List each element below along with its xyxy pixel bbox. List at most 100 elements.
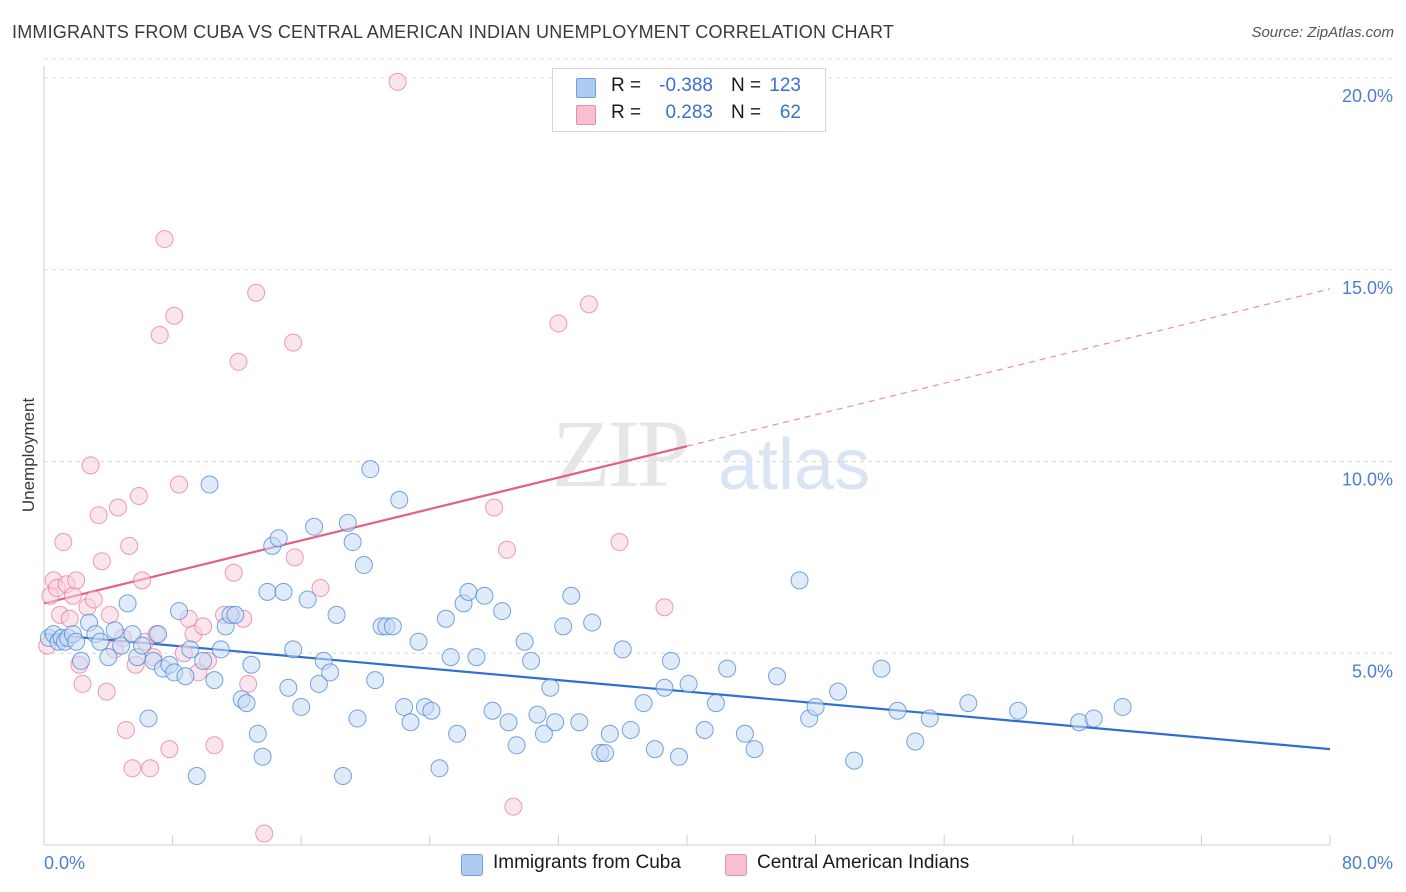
point-cuba (906, 732, 925, 751)
point-cuba (91, 632, 110, 651)
point-cuba (920, 709, 939, 728)
point-cuba (105, 621, 124, 640)
point-central-american-indians (92, 552, 111, 571)
point-cuba (613, 640, 632, 659)
point-cuba (194, 651, 213, 670)
r-value: -0.388 (659, 75, 713, 96)
point-cuba (1009, 701, 1028, 720)
point-cuba (596, 743, 615, 762)
point-cuba (483, 701, 502, 720)
point-cuba (430, 759, 449, 778)
trend-line-central-american-indians (43, 445, 688, 605)
point-cuba (348, 709, 367, 728)
point-cuba (467, 648, 486, 667)
point-cuba (745, 740, 764, 759)
point-cuba (99, 648, 118, 667)
point-cuba (493, 602, 512, 621)
point-cuba (390, 490, 409, 509)
swatch-central-american-indians (576, 105, 596, 125)
stats-row-cuba: R = -0.388 N = 123 (553, 74, 825, 100)
point-cuba (1113, 697, 1132, 716)
point-cuba (475, 586, 494, 605)
point-cuba (71, 651, 90, 670)
point-cuba (237, 694, 256, 713)
point-central-american-indians (485, 498, 504, 517)
correlation-stats-box: R = -0.388 N = 123 R = 0.283 N = 62 (552, 68, 826, 132)
point-cuba (139, 709, 158, 728)
point-cuba (888, 701, 907, 720)
point-central-american-indians (549, 314, 568, 333)
point-cuba (790, 571, 809, 590)
point-cuba (1084, 709, 1103, 728)
point-cuba (570, 713, 589, 732)
point-central-american-indians (205, 736, 224, 755)
point-cuba (600, 724, 619, 743)
point-cuba (226, 605, 245, 624)
point-central-american-indians (123, 759, 142, 778)
point-central-american-indians (67, 571, 86, 590)
point-cuba (669, 747, 688, 766)
point-cuba (829, 682, 848, 701)
point-cuba (872, 659, 891, 678)
point-cuba (401, 713, 420, 732)
point-central-american-indians (247, 283, 266, 302)
legend-swatch-central-american-indians (725, 854, 747, 876)
point-cuba (253, 747, 272, 766)
point-cuba (459, 582, 478, 601)
point-cuba (706, 694, 725, 713)
point-central-american-indians (497, 540, 516, 559)
point-cuba (284, 640, 303, 659)
point-cuba (718, 659, 737, 678)
point-central-american-indians (54, 533, 73, 552)
swatch-cuba (576, 78, 596, 98)
point-central-american-indians (655, 598, 674, 617)
watermark-atlas: atlas (718, 425, 871, 505)
point-cuba (645, 740, 664, 759)
point-cuba (395, 697, 414, 716)
r-label: R = (611, 102, 642, 123)
point-cuba (187, 766, 206, 785)
legend-label: Central American Indians (757, 852, 970, 873)
point-central-american-indians (579, 295, 598, 314)
point-cuba (534, 724, 553, 743)
y-tick-label: 5.0% (1352, 661, 1393, 681)
point-cuba (541, 678, 560, 697)
n-label: N = (731, 75, 762, 96)
point-cuba (806, 697, 825, 716)
point-cuba (679, 674, 698, 693)
point-central-american-indians (141, 759, 160, 778)
point-cuba (170, 602, 189, 621)
legend-label: Immigrants from Cuba (493, 852, 681, 873)
n-value: 123 (769, 75, 801, 96)
point-central-american-indians (388, 72, 407, 91)
legend-swatch-cuba (461, 854, 483, 876)
point-cuba (279, 678, 298, 697)
trend-extension-central-american-indians (686, 288, 1331, 447)
point-cuba (361, 460, 380, 479)
point-central-american-indians (229, 352, 248, 371)
point-cuba (528, 705, 547, 724)
point-central-american-indians (284, 333, 303, 352)
point-central-american-indians (155, 230, 174, 249)
point-cuba (123, 625, 142, 644)
r-value: 0.283 (665, 102, 713, 123)
point-central-american-indians (504, 797, 523, 816)
point-cuba (959, 694, 978, 713)
point-cuba (768, 667, 787, 686)
point-cuba (621, 720, 640, 739)
point-cuba (149, 625, 168, 644)
source-credit: Source: ZipAtlas.com (1251, 24, 1394, 41)
point-cuba (200, 475, 219, 494)
point-cuba (499, 713, 518, 732)
point-central-american-indians (610, 533, 629, 552)
point-cuba (274, 582, 293, 601)
point-central-american-indians (108, 498, 127, 517)
point-cuba (309, 674, 328, 693)
point-cuba (321, 663, 340, 682)
point-cuba (327, 605, 346, 624)
y-tick-label: 20.0% (1342, 86, 1393, 106)
point-cuba (343, 533, 362, 552)
point-cuba (383, 617, 402, 636)
point-cuba (845, 751, 864, 770)
r-label: R = (611, 75, 642, 96)
